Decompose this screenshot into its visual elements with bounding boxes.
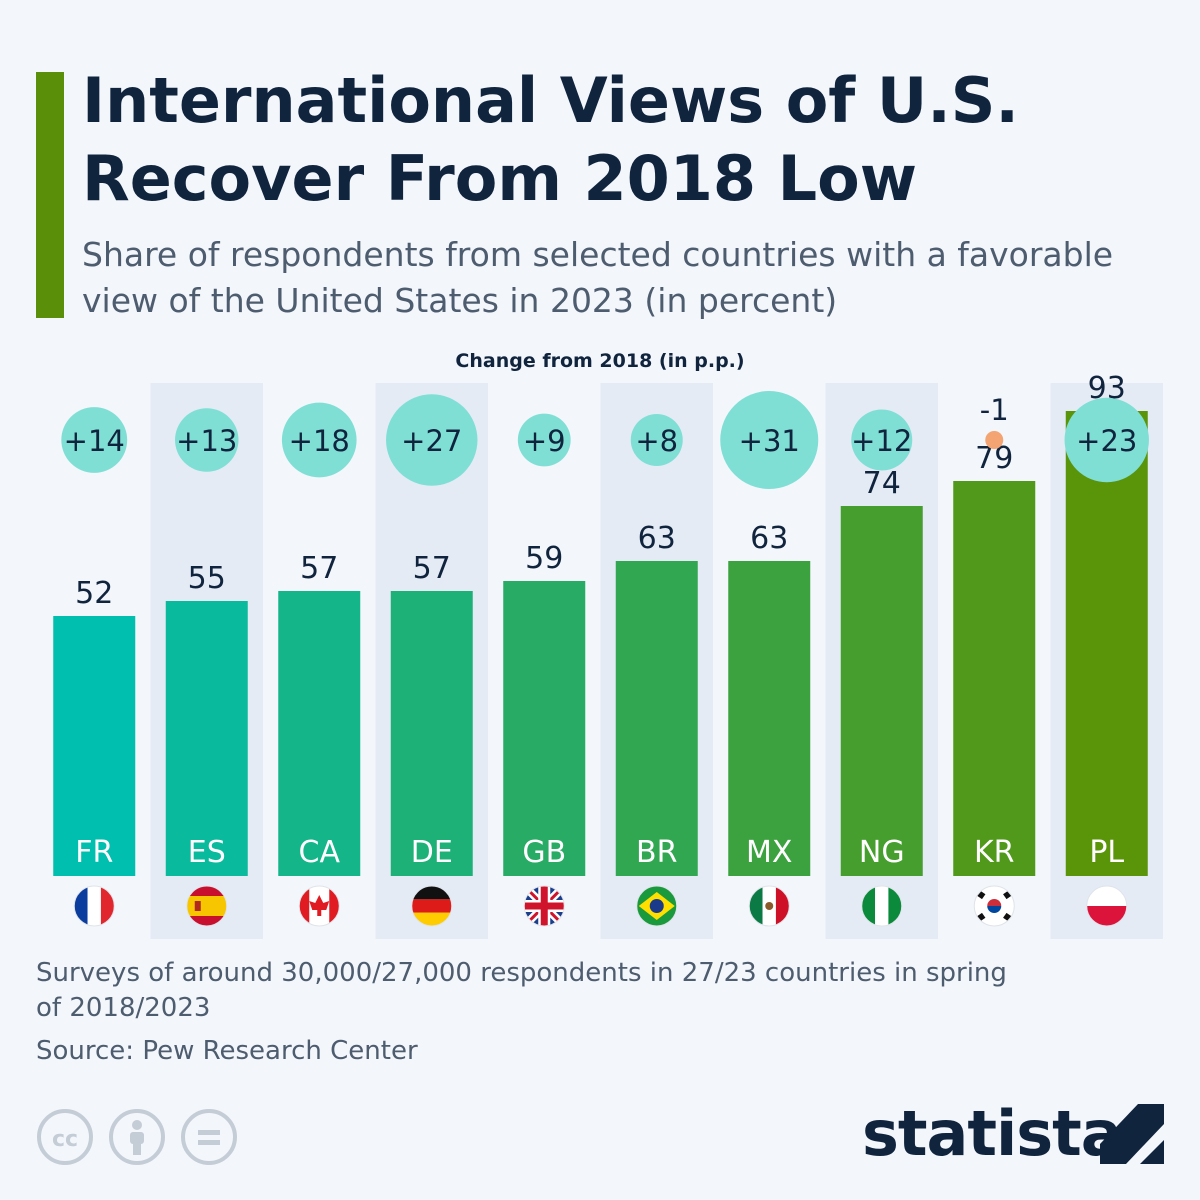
value-label: 57 xyxy=(413,551,451,586)
category-label: CA xyxy=(299,835,341,870)
svg-text:cc: cc xyxy=(52,1127,78,1152)
category-label: NG xyxy=(859,835,905,870)
bar-MX xyxy=(728,561,811,876)
bar-DE xyxy=(390,591,473,876)
statista-logo-icon xyxy=(1100,1104,1164,1164)
change-label: +8 xyxy=(635,424,678,458)
survey-footnote: Surveys of around 30,000/27,000 responde… xyxy=(36,958,1007,1023)
flag-outline xyxy=(636,885,678,927)
category-label: BR xyxy=(636,835,677,870)
mexico-flag xyxy=(749,886,790,926)
bar-GB xyxy=(503,581,586,876)
flag-outline xyxy=(523,885,565,927)
flag-outline xyxy=(1086,885,1128,927)
category-label: MX xyxy=(746,835,792,870)
value-label: 52 xyxy=(75,576,113,611)
value-label: 59 xyxy=(525,541,563,576)
bar-CA xyxy=(278,591,361,876)
change-label: +9 xyxy=(523,424,566,458)
change-bubble-negative xyxy=(985,431,1004,449)
change-bubble xyxy=(720,391,819,489)
creative-commons-icon: cc xyxy=(37,1109,93,1165)
value-label: 57 xyxy=(300,551,338,586)
flag-outline xyxy=(973,885,1015,927)
change-label: -1 xyxy=(980,393,1009,427)
category-label: KR xyxy=(974,835,1015,870)
change-bubble xyxy=(1064,397,1149,483)
value-label: 63 xyxy=(750,521,788,556)
change-bubble xyxy=(630,414,683,466)
change-legend-label: Change from 2018 (in p.p.) xyxy=(455,350,745,372)
spain-flag xyxy=(186,886,227,926)
change-label: +23 xyxy=(1076,424,1137,458)
value-label: 55 xyxy=(188,561,226,596)
brazil-flag xyxy=(636,886,677,926)
category-label: ES xyxy=(188,835,226,870)
uk-flag xyxy=(524,886,565,926)
change-bubble xyxy=(175,408,239,472)
title-accent-bar xyxy=(36,72,64,318)
flag-outline xyxy=(861,885,903,927)
change-label: +12 xyxy=(851,424,912,458)
bar-PL xyxy=(1065,411,1148,876)
change-label: +14 xyxy=(64,424,125,458)
bar-ES xyxy=(165,601,248,876)
no-derivatives-icon xyxy=(181,1109,237,1165)
attribution-icon xyxy=(109,1109,165,1165)
canada-flag xyxy=(299,886,340,926)
change-bubble xyxy=(851,409,913,471)
nigeria-flag xyxy=(861,886,902,926)
change-bubble xyxy=(517,413,571,467)
change-label: +27 xyxy=(401,424,462,458)
bar-BR xyxy=(615,561,698,876)
change-label: +31 xyxy=(739,424,800,458)
page-title: International Views of U.S. Recover From… xyxy=(82,64,1019,215)
flag-outline xyxy=(411,885,453,927)
value-label: 74 xyxy=(863,466,901,501)
source-line: Source: Pew Research Center xyxy=(36,1036,418,1066)
poland-flag xyxy=(1086,886,1127,926)
flag-outline xyxy=(298,885,340,927)
bar-KR xyxy=(953,481,1036,876)
france-flag xyxy=(74,886,115,926)
change-label: +18 xyxy=(289,424,350,458)
flag-outline xyxy=(73,885,115,927)
category-label: PL xyxy=(1089,835,1124,870)
category-label: DE xyxy=(411,835,453,870)
bar-FR xyxy=(53,616,136,876)
page-subtitle: Share of respondents from selected count… xyxy=(82,235,1114,320)
bar-chart: 52 FR +14 55 ES +13 57 CA +18 57 DE +27 59 GB +9 63 BR +8… xyxy=(53,371,1163,939)
category-label: FR xyxy=(75,835,113,870)
value-label: 63 xyxy=(638,521,676,556)
category-label: GB xyxy=(522,835,566,870)
change-bubble xyxy=(61,407,128,473)
change-bubble xyxy=(281,402,357,478)
statista-wordmark: statista xyxy=(862,1097,1123,1170)
flag-outline xyxy=(186,885,228,927)
change-bubble xyxy=(386,394,478,486)
bar-NG xyxy=(840,506,923,876)
flag-outline xyxy=(748,885,790,927)
change-label: +13 xyxy=(176,424,237,458)
germany-flag xyxy=(411,886,452,926)
